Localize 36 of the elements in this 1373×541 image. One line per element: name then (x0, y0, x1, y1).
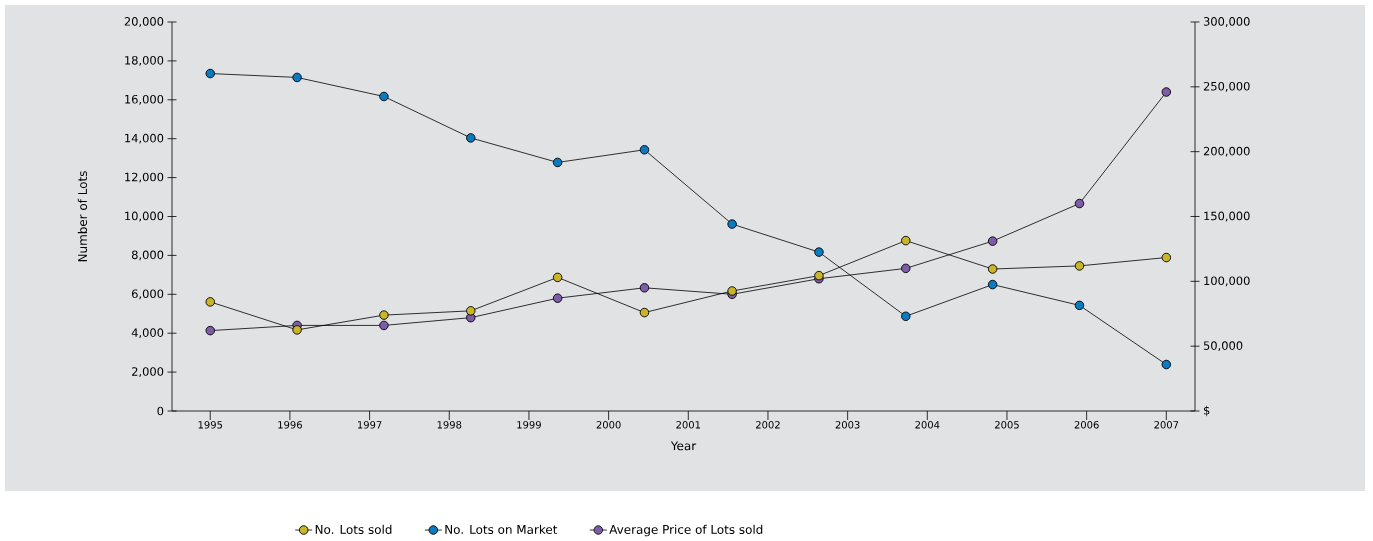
x-tick-label: 1997 (358, 421, 382, 429)
legend-label: No. Lots on Market (445, 524, 558, 534)
y-tick-label: 2,000 (132, 367, 164, 378)
y2-tick-label: 50,000 (1203, 341, 1243, 352)
y-tick-label: 20,000 (124, 17, 164, 27)
y2-tick-label: 250,000 (1203, 81, 1250, 92)
x-tick-label: 2002 (756, 421, 780, 429)
x-tick-label: 2001 (676, 421, 701, 429)
legend-label: No. Lots sold (315, 524, 392, 534)
x-tick-label: 1995 (198, 421, 223, 429)
y-tick-label: 4,000 (131, 328, 164, 339)
y-tick-label: 16,000 (125, 94, 164, 105)
x-tick-label: 2006 (1074, 421, 1099, 429)
y-tick-label: 8,000 (131, 250, 164, 261)
y2-tick-label: 200,000 (1203, 146, 1250, 157)
x-tick-label: 2003 (835, 421, 860, 429)
x-tick-label: 2000 (596, 421, 621, 429)
x-tick-label: 1998 (437, 421, 462, 429)
y2-tick-label: $ (1203, 405, 1210, 417)
x-tick-label: 1999 (517, 421, 541, 429)
y-tick-label: 18,000 (125, 55, 164, 66)
y2-tick-label: 100,000 (1204, 276, 1250, 287)
x-tick-label: 2005 (995, 421, 1019, 429)
y-tick-label: 6,000 (131, 289, 164, 300)
y-tick-label: 0 (157, 406, 164, 416)
y-tick-label: 10,000 (125, 211, 164, 222)
y2-tick-label: 300,000 (1203, 17, 1250, 27)
x-tick-label: 1996 (278, 421, 302, 429)
y2-tick-label: 150,000 (1204, 211, 1250, 222)
x-tick-label: 2004 (915, 421, 940, 429)
x-tick-label: 2007 (1154, 421, 1179, 429)
y-tick-label: 14,000 (125, 133, 164, 144)
y-axis-title: Number of Lots (77, 171, 88, 262)
x-axis-title: Year (670, 441, 697, 451)
y-tick-label: 12,000 (125, 172, 164, 183)
legend-label: Average Price of Lots sold (609, 524, 763, 537)
